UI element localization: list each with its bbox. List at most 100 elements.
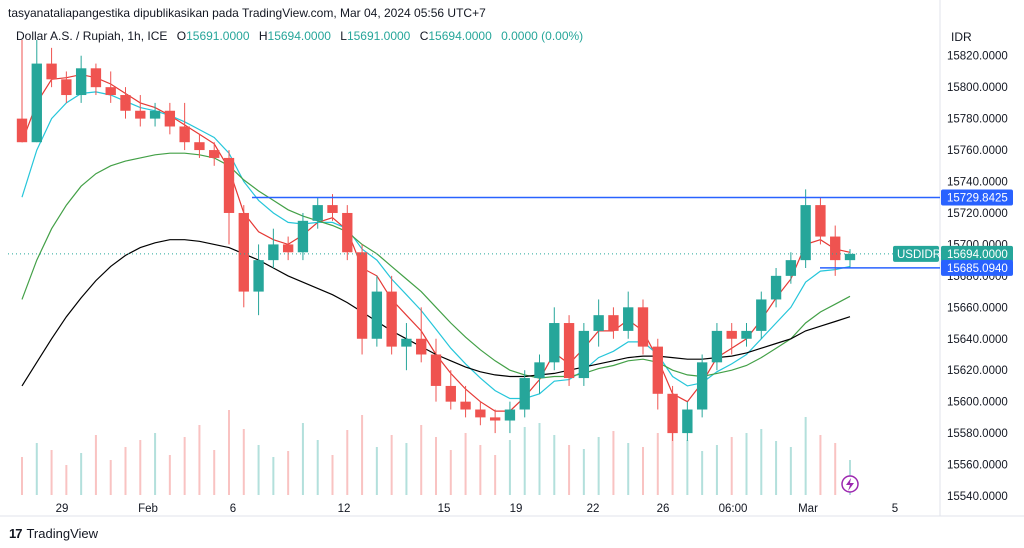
y-tick-label: 15800.0000 (947, 82, 1008, 94)
y-tick-label: 15780.0000 (947, 114, 1008, 126)
volume-bar (168, 455, 171, 495)
volume-bar (671, 420, 674, 495)
close-value: 15694.0000 (428, 29, 492, 43)
volume-bar (228, 410, 230, 495)
candle-body (149, 110, 161, 119)
y-tick-label: 15620.0000 (947, 365, 1008, 377)
y-tick-label: 15820.0000 (947, 51, 1008, 63)
volume-bar (834, 443, 837, 495)
brand-name: TradingView (26, 526, 99, 541)
candle-body (696, 362, 708, 410)
volume-bar (538, 423, 541, 495)
volume-bar (109, 460, 112, 495)
x-tick-label: 5 (892, 503, 898, 515)
x-tick-label: Feb (138, 503, 158, 515)
volume-bar (656, 433, 659, 495)
candle-body (815, 205, 826, 237)
candle-body (268, 244, 279, 261)
candle-body (135, 110, 146, 119)
candle-body (327, 205, 338, 213)
chart-attribution: tasyanataliapangestika dipublikasikan pa… (8, 6, 486, 20)
volume-bar (479, 445, 482, 495)
volume-bar (242, 429, 245, 495)
volume-bar (582, 449, 585, 495)
volume-bar (375, 447, 378, 495)
candle-body (460, 401, 471, 410)
symbol-legend: Dollar A.S. / Rupiah, 1h, ICE O15691.000… (16, 29, 583, 43)
x-tick-label: 22 (587, 503, 600, 515)
candle-body (682, 409, 693, 434)
moving-average-slow (21, 152, 851, 379)
candle-body (416, 338, 427, 355)
volume-bar (35, 443, 38, 495)
y-tick-label: 15600.0000 (947, 397, 1008, 409)
symbol-tag: USDIDR (897, 249, 941, 261)
volume-bar (775, 441, 778, 495)
volume-bar (597, 437, 600, 495)
volume-bar (789, 447, 792, 495)
volume-bar (257, 445, 260, 495)
volume-bar (760, 429, 763, 495)
y-tick-label: 15540.0000 (947, 491, 1008, 503)
volume-bar (213, 450, 216, 495)
open-value: 15691.0000 (186, 29, 250, 43)
volume-bar (139, 440, 142, 495)
volume-bar (346, 430, 349, 495)
volume-bar (80, 453, 83, 495)
candle-body (785, 260, 797, 276)
volume-bar (287, 451, 290, 495)
resistance-price-label: 15729.8425 (947, 192, 1008, 204)
volume-bar (745, 433, 748, 495)
volume-bar (183, 437, 186, 495)
candle-body (504, 409, 516, 421)
volume-bar (331, 455, 334, 495)
current-price-label-bg (941, 245, 1013, 262)
symbol-title[interactable]: Dollar A.S. / Rupiah, 1h, ICE (16, 29, 168, 43)
current-price-label: 15694.0000 (947, 249, 1008, 261)
candle-body (194, 142, 205, 151)
candle-body (830, 236, 841, 261)
candle-body (312, 205, 323, 221)
volume-bar (494, 455, 497, 495)
close-label: C (419, 29, 429, 43)
candle-body (16, 118, 28, 143)
x-tick-label: 26 (657, 503, 670, 515)
volume-bar (272, 457, 275, 495)
candle-body (489, 417, 501, 421)
candle-body (238, 212, 249, 292)
candle-body (519, 378, 530, 410)
candle-body (563, 323, 575, 379)
candle-body (475, 409, 486, 418)
candle-body (608, 315, 619, 331)
candle-body (356, 252, 368, 339)
support-price-label-bg (941, 259, 1013, 276)
tradingview-logo-icon: 17 (9, 526, 23, 541)
y-tick-label: 15740.0000 (947, 177, 1008, 189)
low-value: 15691.0000 (346, 29, 411, 43)
volume-bar (65, 465, 68, 495)
candle-body (623, 307, 634, 331)
volume-bar (642, 447, 644, 495)
volume-bar (612, 431, 615, 495)
candle-body (223, 157, 235, 213)
volume-bar (198, 425, 201, 495)
footer: 17 TradingView (9, 526, 98, 541)
x-tick-label: 15 (438, 503, 451, 515)
candle-body (75, 68, 87, 96)
candle-body (430, 354, 442, 386)
candle-body (578, 330, 590, 379)
symbol-tag-bg (893, 245, 939, 262)
candle-body (371, 291, 383, 339)
candle-body (652, 346, 663, 394)
candle-body (756, 299, 767, 331)
candle-body (593, 315, 604, 331)
volume-bar (819, 435, 822, 495)
candle-body (637, 307, 649, 347)
candle-body (120, 95, 131, 111)
currency-label[interactable]: IDR (951, 30, 972, 44)
volume-bar (390, 435, 393, 495)
volume-bar (361, 415, 364, 495)
volume-bar (124, 447, 127, 495)
x-tick-label: 6 (230, 503, 236, 515)
